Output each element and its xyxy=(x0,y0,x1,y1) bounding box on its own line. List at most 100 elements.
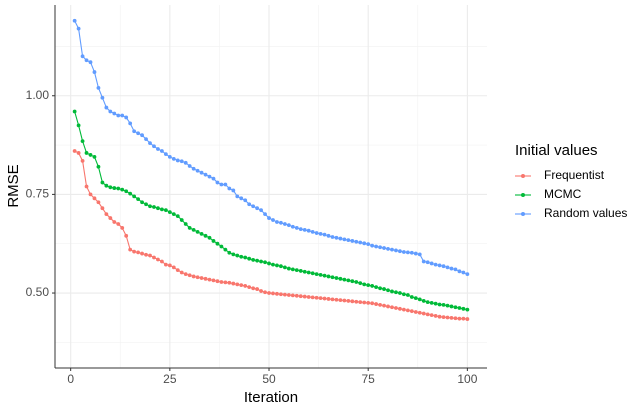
point xyxy=(128,247,133,252)
point xyxy=(96,200,101,205)
point xyxy=(231,281,236,286)
legend-label: Random values xyxy=(544,206,627,220)
point xyxy=(120,226,125,230)
point xyxy=(386,246,390,251)
point xyxy=(267,216,271,220)
point xyxy=(413,310,418,314)
point xyxy=(409,309,414,314)
point xyxy=(465,307,470,312)
point xyxy=(215,279,220,284)
point xyxy=(326,233,331,238)
point xyxy=(267,261,271,266)
point xyxy=(235,194,240,199)
point xyxy=(80,158,85,163)
point xyxy=(302,228,307,232)
point xyxy=(306,270,311,275)
point xyxy=(251,257,256,262)
point xyxy=(445,303,450,308)
point xyxy=(433,314,438,318)
point xyxy=(239,283,244,288)
point xyxy=(259,259,263,264)
point xyxy=(76,151,81,155)
y-axis-title: RMSE xyxy=(5,164,22,207)
point xyxy=(140,200,144,205)
point xyxy=(290,224,295,229)
point xyxy=(286,266,291,271)
point xyxy=(175,214,180,218)
point xyxy=(306,228,311,233)
point xyxy=(413,296,418,301)
point xyxy=(390,305,394,310)
point xyxy=(366,300,371,305)
point xyxy=(156,206,160,211)
point xyxy=(199,231,204,236)
point xyxy=(104,212,109,217)
point xyxy=(124,189,129,194)
point xyxy=(338,276,343,281)
point xyxy=(124,115,129,120)
point xyxy=(219,244,224,249)
point xyxy=(366,283,371,288)
panel xyxy=(55,5,487,368)
point xyxy=(358,281,363,286)
point xyxy=(263,290,267,295)
point xyxy=(394,290,398,295)
point xyxy=(318,231,323,236)
point xyxy=(116,186,121,191)
point xyxy=(449,266,454,271)
point xyxy=(167,210,172,215)
point xyxy=(243,255,248,260)
point xyxy=(199,170,204,175)
point xyxy=(421,311,426,316)
point xyxy=(401,250,406,254)
point xyxy=(191,228,196,232)
point xyxy=(433,262,438,267)
point xyxy=(152,144,156,149)
legend-key-point xyxy=(521,174,525,178)
point xyxy=(223,247,228,252)
point xyxy=(465,317,470,321)
point xyxy=(322,296,327,301)
point xyxy=(223,280,228,285)
point xyxy=(140,133,144,138)
point xyxy=(231,252,236,257)
point xyxy=(251,204,256,209)
point xyxy=(374,244,379,249)
point xyxy=(116,113,121,118)
point xyxy=(88,60,93,65)
point xyxy=(409,295,414,299)
point xyxy=(148,141,152,145)
point xyxy=(215,180,220,185)
point xyxy=(92,155,97,159)
legend-label: MCMC xyxy=(544,187,582,201)
point xyxy=(136,250,141,255)
point xyxy=(405,293,410,297)
point xyxy=(378,286,382,291)
point xyxy=(76,26,81,31)
point xyxy=(294,226,299,230)
point xyxy=(318,272,323,277)
point xyxy=(124,233,129,238)
point xyxy=(425,312,430,317)
point xyxy=(255,287,260,291)
point xyxy=(112,186,117,190)
point xyxy=(263,260,267,265)
point xyxy=(88,192,93,197)
point xyxy=(350,279,355,284)
point xyxy=(96,85,101,90)
point xyxy=(203,276,208,281)
point xyxy=(386,288,390,293)
point xyxy=(330,275,335,280)
point xyxy=(104,105,109,110)
point xyxy=(374,285,379,290)
point xyxy=(96,164,101,169)
point xyxy=(286,223,291,228)
point xyxy=(386,304,390,309)
point xyxy=(314,295,319,300)
point xyxy=(136,197,141,202)
point xyxy=(163,208,168,213)
point xyxy=(302,294,307,299)
point xyxy=(421,299,426,303)
point xyxy=(183,160,188,165)
point xyxy=(465,272,470,276)
